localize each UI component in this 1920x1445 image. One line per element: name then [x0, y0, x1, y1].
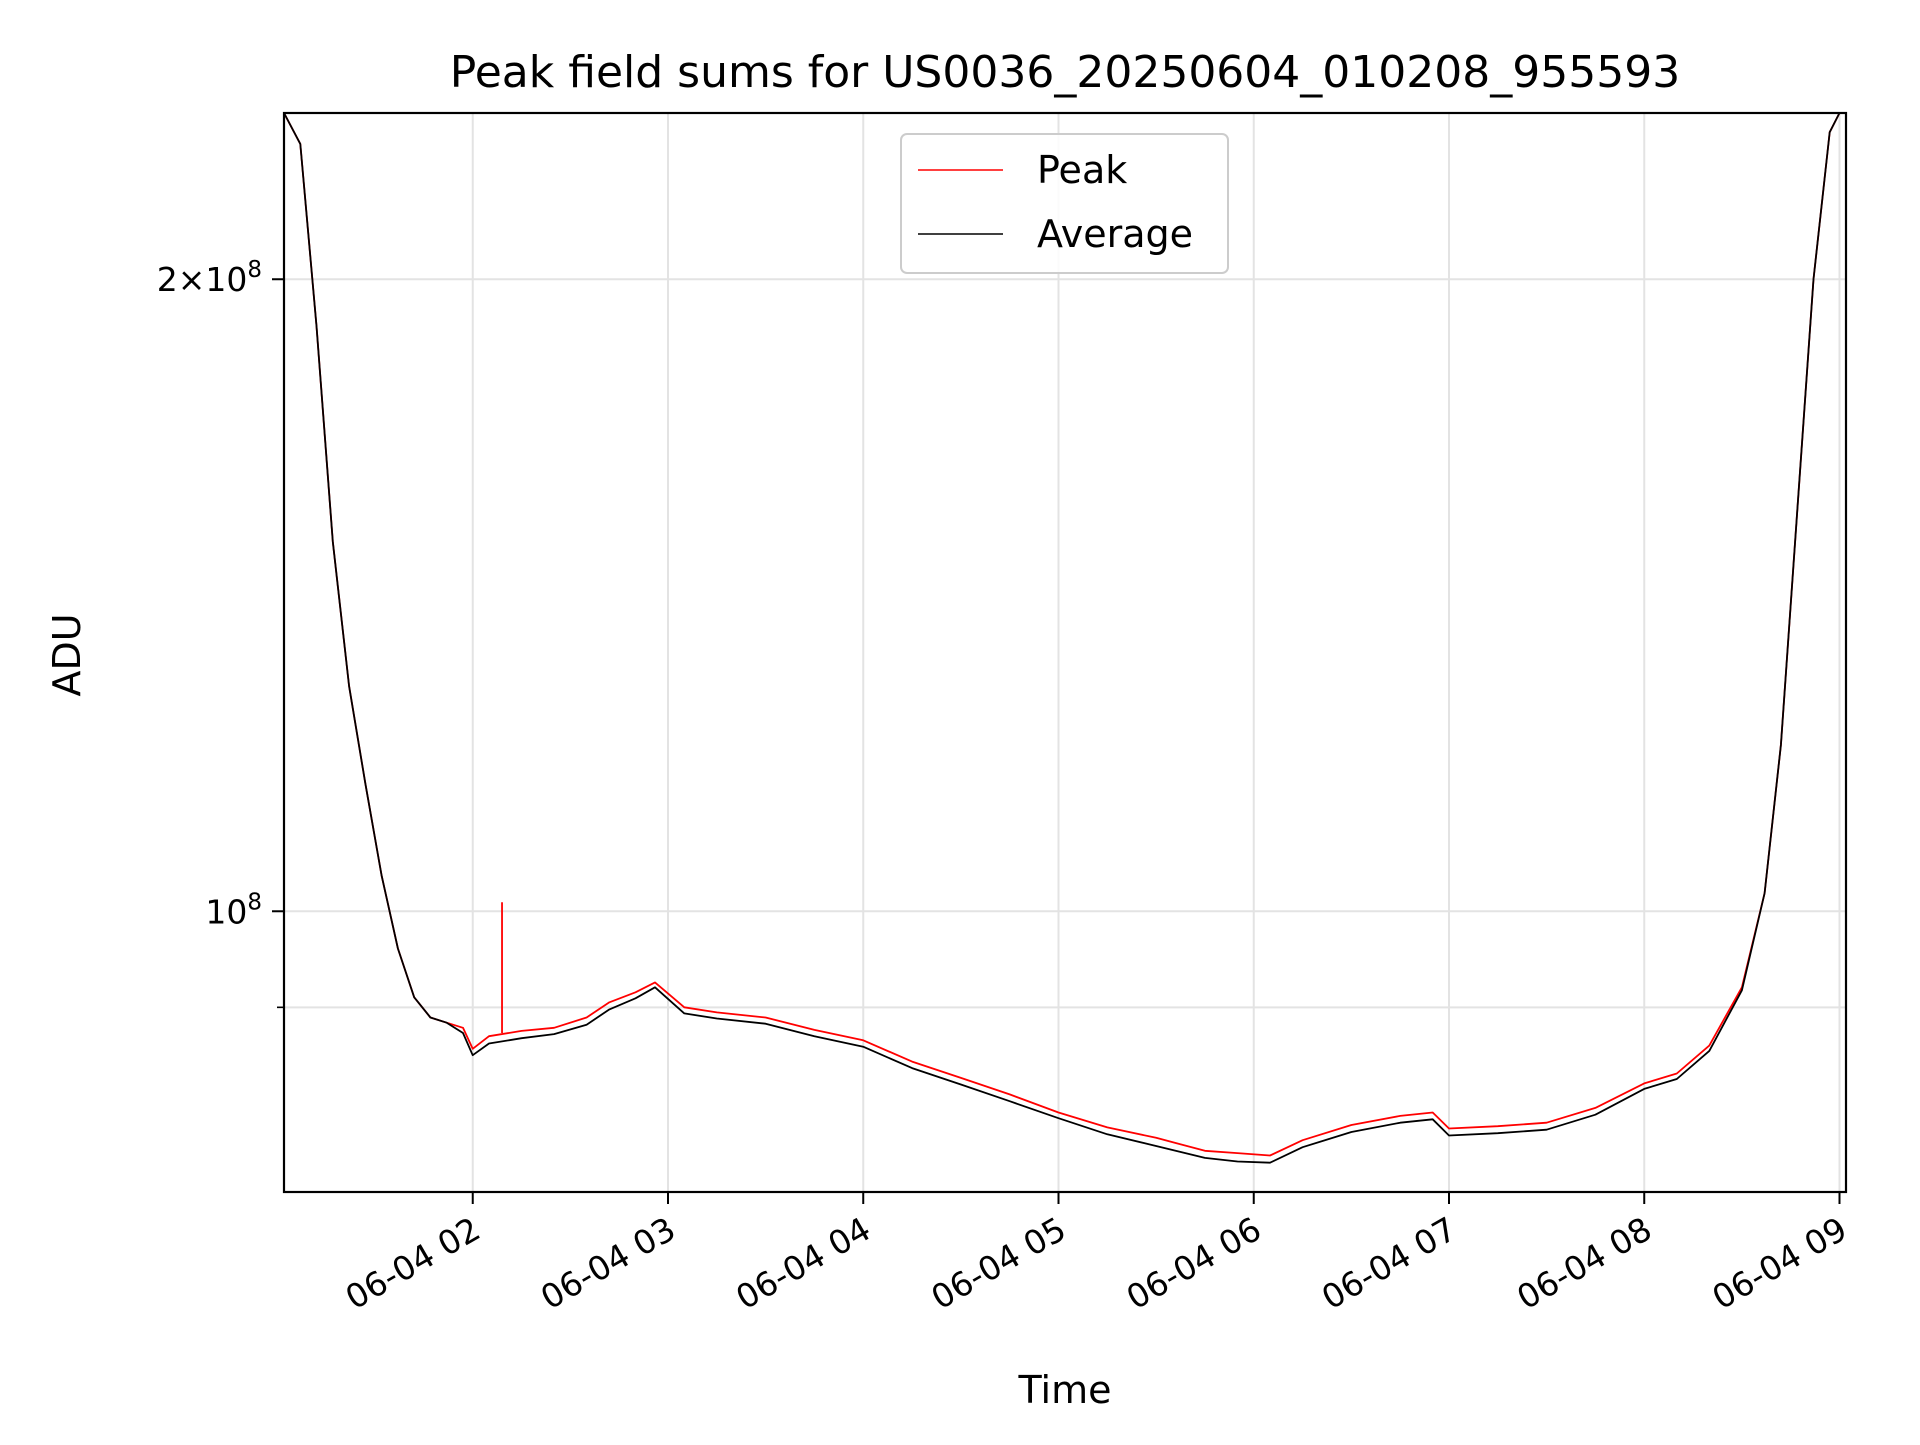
y-tick-label: 2×108 [157, 257, 262, 299]
legend: Peak Average [900, 133, 1229, 274]
chart-title: Peak field sums for US0036_20250604_0102… [450, 47, 1680, 98]
grid-lines [284, 113, 1846, 1192]
legend-label-peak: Peak [1037, 148, 1127, 192]
legend-box [900, 133, 1229, 274]
series-line-average [284, 113, 1846, 1164]
series-layer [284, 113, 1846, 1164]
y-axis-label: ADU [45, 613, 89, 696]
legend-label-average: Average [1037, 212, 1193, 256]
plot-frame [282, 111, 1848, 1194]
y-tick-label: 108 [205, 889, 262, 931]
x-axis-label: Time [1018, 1368, 1112, 1412]
y-axis: 108 2×108 [157, 257, 284, 1009]
